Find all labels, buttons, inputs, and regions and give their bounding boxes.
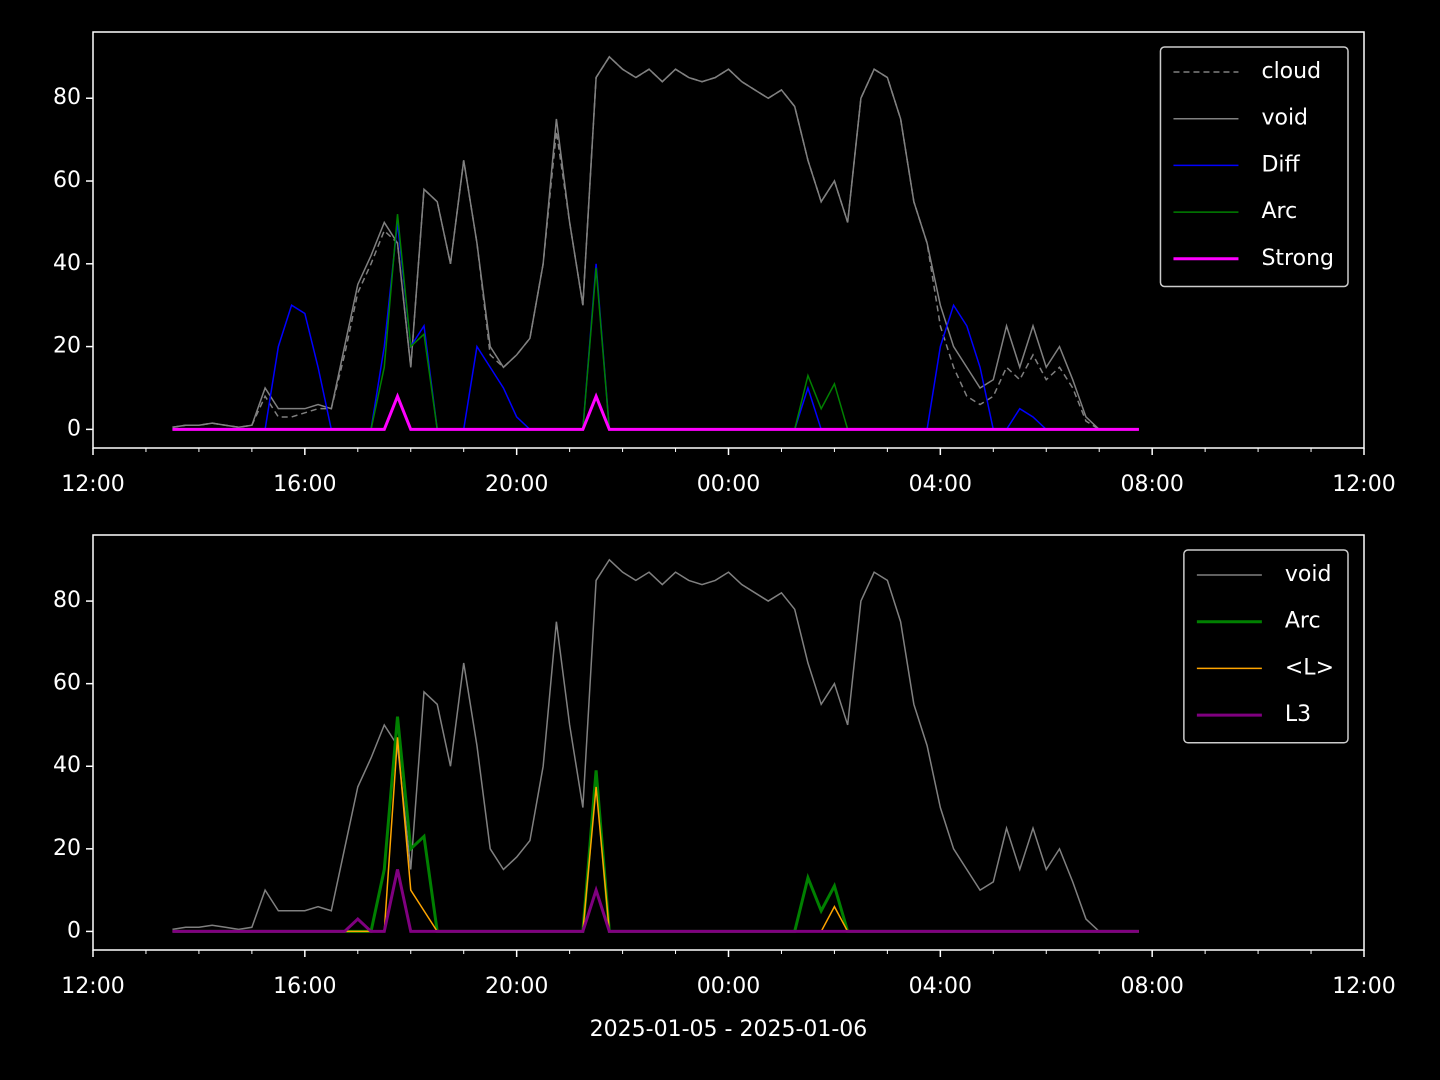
y-tick-label: 40 — [53, 753, 81, 778]
legend-label: L3 — [1285, 702, 1311, 727]
x-tick-label: 00:00 — [697, 472, 760, 497]
series-line — [172, 392, 1139, 431]
x-tick-label: 08:00 — [1120, 974, 1183, 999]
legend-label: void — [1285, 562, 1332, 587]
axes-frame — [92, 534, 1365, 951]
legend: void Arc <L> L3 — [1183, 549, 1349, 744]
legend-label: Diff — [1261, 152, 1300, 177]
legend-label: Arc — [1285, 609, 1321, 634]
y-tick-label: 20 — [53, 836, 81, 861]
y-tick-label: 60 — [53, 168, 81, 193]
y-tick-label: 20 — [53, 334, 81, 359]
y-tick-label: 0 — [67, 918, 81, 943]
y-tick-label: 80 — [53, 588, 81, 613]
legend-label: Strong — [1261, 246, 1334, 271]
y-tick-label: 40 — [53, 251, 81, 276]
series-line — [172, 55, 1139, 431]
legend-frame — [1183, 549, 1349, 744]
x-tick-label: 12:00 — [1332, 472, 1395, 497]
series-line — [172, 558, 1139, 933]
legend-label: Arc — [1261, 199, 1297, 224]
x-tick-label: 16:00 — [273, 974, 336, 999]
legend-label: cloud — [1261, 59, 1321, 84]
x-tick-label: 20:00 — [485, 974, 548, 999]
legend-label: void — [1261, 106, 1308, 131]
y-tick-label: 60 — [53, 671, 81, 696]
x-tick-label: 04:00 — [909, 974, 972, 999]
x-tick-label: 04:00 — [909, 472, 972, 497]
x-tick-label: 12:00 — [61, 472, 124, 497]
x-tick-label: 12:00 — [1332, 974, 1395, 999]
series-line — [172, 869, 1139, 933]
x-axis-label: 2025-01-05 - 2025-01-06 — [590, 1017, 868, 1042]
legend-frame — [1159, 46, 1349, 288]
legend: cloud void Diff Arc Strong — [1159, 46, 1349, 288]
axes-frame — [92, 31, 1365, 449]
y-tick-label: 0 — [67, 416, 81, 441]
x-tick-label: 20:00 — [485, 472, 548, 497]
x-tick-label: 08:00 — [1120, 472, 1183, 497]
legend-label: <L> — [1285, 655, 1334, 680]
x-tick-label: 12:00 — [61, 974, 124, 999]
y-tick-label: 80 — [53, 85, 81, 110]
x-tick-label: 00:00 — [697, 974, 760, 999]
x-tick-label: 16:00 — [273, 472, 336, 497]
